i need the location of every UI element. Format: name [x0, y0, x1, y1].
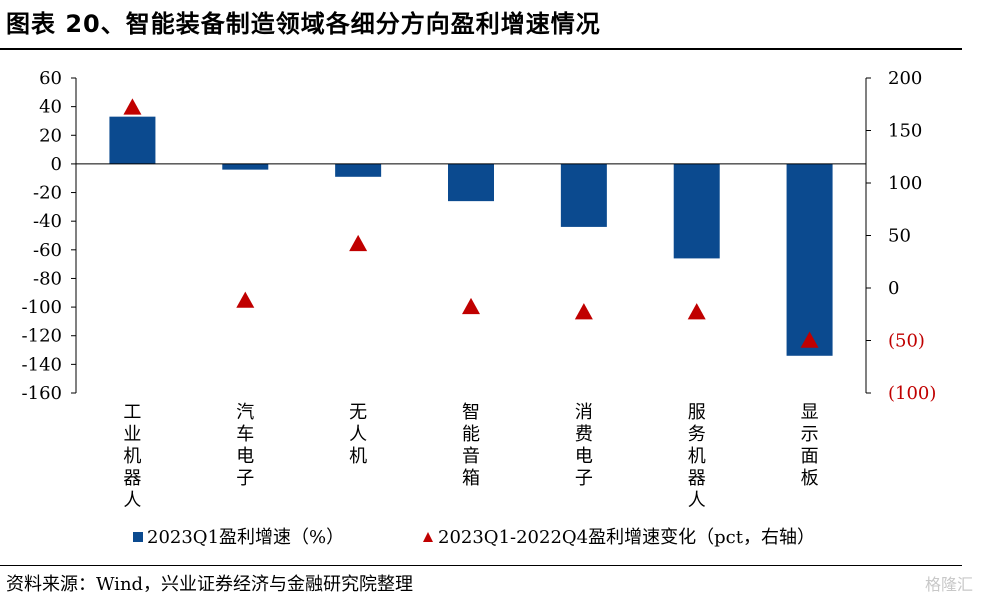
right-axis-ticks: 200 150 100 50 0 (50) (100)	[866, 68, 936, 404]
right-tick-label: 150	[888, 121, 922, 142]
category-char: 汽	[236, 402, 254, 423]
left-tick-label: -100	[22, 297, 62, 318]
triangle-marker-工业机器人	[123, 98, 142, 115]
marker-series	[123, 98, 819, 348]
bar-工业机器人	[109, 116, 156, 164]
triangle-marker-汽车电子	[236, 291, 255, 308]
left-axis-ticks: 60 40 20 0 -20 -40 -60 -80 -100 -120 -140 -160	[22, 68, 76, 404]
left-tick-label: -40	[33, 211, 62, 232]
category-char: 业	[123, 424, 141, 445]
left-tick-label: -20	[33, 183, 62, 204]
figure-title: 图表 20、智能装备制造领域各细分方向盈利增速情况	[6, 10, 601, 38]
category-char: 人	[688, 490, 706, 511]
right-tick-label: 200	[888, 68, 922, 89]
title-rule	[0, 48, 962, 50]
right-tick-label: 100	[888, 173, 922, 194]
category-char: 电	[575, 446, 593, 467]
bar-消费电子	[560, 163, 607, 227]
category-char: 能	[462, 424, 480, 445]
category-char: 子	[575, 468, 593, 489]
right-tick-label: 0	[888, 278, 899, 299]
bar-服务机器人	[673, 163, 720, 259]
legend-label-bar: 2023Q1盈利增速（%）	[147, 527, 344, 548]
category-char: 服	[688, 402, 706, 423]
bar-无人机	[335, 163, 382, 177]
category-char: 示	[801, 424, 819, 445]
category-char: 智	[462, 402, 480, 423]
category-char: 显	[801, 402, 819, 423]
category-char: 人	[349, 424, 367, 445]
category-char: 机	[123, 446, 141, 467]
legend-swatch-bar	[133, 532, 143, 542]
bar-汽车电子	[222, 163, 269, 170]
category-char: 音	[462, 446, 480, 467]
category-char: 板	[801, 468, 819, 489]
category-char: 机	[349, 446, 367, 467]
left-tick-label: 0	[51, 154, 62, 175]
category-char: 面	[801, 446, 819, 467]
watermark: 格隆汇	[924, 575, 973, 594]
category-char: 器	[688, 468, 706, 489]
right-tick-label: (100)	[888, 383, 936, 404]
bottom-rule	[0, 565, 962, 566]
category-char: 消	[575, 402, 593, 423]
triangle-marker-显示面板	[800, 331, 819, 348]
left-tick-label: -160	[22, 383, 62, 404]
left-tick-label: -80	[33, 268, 62, 289]
bar-智能音箱	[448, 163, 494, 202]
left-tick-label: 60	[39, 68, 62, 89]
triangle-marker-服务机器人	[687, 303, 706, 320]
category-char: 工	[123, 402, 141, 423]
category-char: 车	[236, 424, 254, 445]
left-tick-label: -120	[22, 326, 62, 347]
source-note: 资料来源：Wind，兴业证券经济与金融研究院整理	[6, 574, 414, 595]
left-tick-label: -140	[22, 354, 62, 375]
legend-swatch-triangle	[423, 532, 433, 542]
left-tick-label: 40	[39, 97, 62, 118]
left-tick-label: 20	[39, 125, 62, 146]
legend: 2023Q1盈利增速（%） 2023Q1-2022Q4盈利增速变化（pct，右轴）	[133, 527, 815, 548]
triangle-marker-智能音箱	[462, 297, 480, 315]
category-char: 务	[688, 424, 706, 445]
triangle-marker-无人机	[349, 234, 368, 252]
right-tick-label: 50	[888, 226, 911, 247]
category-char: 器	[123, 468, 141, 489]
category-char: 箱	[462, 468, 480, 489]
triangle-marker-消费电子	[574, 303, 593, 320]
category-char: 机	[688, 446, 706, 467]
left-tick-label: -60	[33, 240, 62, 261]
axes	[75, 78, 867, 393]
legend-label-marker: 2023Q1-2022Q4盈利增速变化（pct，右轴）	[438, 527, 815, 548]
category-char: 电	[236, 446, 254, 467]
category-label-无人机: 无人机	[349, 402, 367, 467]
category-char: 人	[123, 490, 141, 511]
bar-显示面板	[786, 163, 833, 356]
category-char: 无	[349, 402, 367, 423]
right-tick-label: (50)	[888, 331, 925, 352]
category-char: 子	[236, 468, 254, 489]
category-char: 费	[575, 424, 593, 445]
bar-series	[109, 116, 833, 356]
